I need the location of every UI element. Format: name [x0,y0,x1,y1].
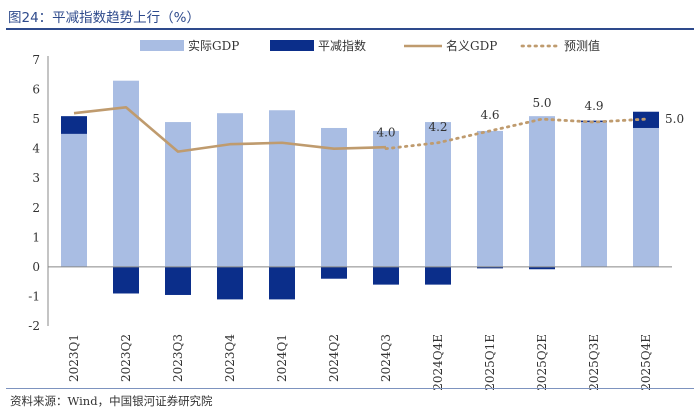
bar-deflator [321,266,347,279]
bar-real-gdp [373,130,399,267]
bar-deflator [165,266,191,295]
x-tick-label: 2024Q3 [379,334,393,382]
bar-real-gdp [581,122,607,267]
legend-swatch [140,40,184,51]
legend-swatch [270,40,314,51]
bar-deflator [425,266,451,285]
x-axis: 2023Q1 2023Q2 2023Q3 2023Q4 2024Q1 2024Q2 2024… [67,334,653,391]
y-tick-label: 3 [32,171,40,185]
legend-label: 预测值 [564,38,600,53]
data-label: 5.0 [665,112,684,126]
bar-deflator [113,266,139,294]
bar-real-gdp [113,80,139,267]
source-divider [6,388,694,389]
x-tick-label: 2023Q3 [171,334,185,382]
y-tick-label: -2 [28,319,40,333]
data-label: 4.0 [376,126,395,140]
y-tick-label: 4 [32,142,40,156]
x-tick-label: 2025Q3E [587,334,601,391]
x-tick-label: 2024Q4E [431,334,445,391]
x-tick-label: 2024Q1 [275,334,289,382]
data-labels: 4.0 4.2 4.6 5.0 4.9 5.0 [376,96,684,140]
bar-real-gdp [321,127,347,267]
y-tick-label: 0 [32,260,40,274]
legend-label: 实际GDP [188,38,239,53]
bar-real-gdp [165,122,191,267]
bar-deflator [373,266,399,285]
x-tick-label: 2023Q4 [223,334,237,382]
line-nominal-gdp [73,105,387,153]
legend: 实际GDP 平减指数 名义GDP 预测值 [140,38,600,53]
x-tick-label: 2025Q1E [483,334,497,391]
bar-deflator [269,266,295,300]
bar-real-gdp [269,110,295,267]
x-tick-label: 2025Q4E [639,334,653,391]
y-tick-label: 7 [32,53,40,67]
y-tick-label: 5 [32,112,40,126]
data-label: 4.6 [480,108,499,122]
x-tick-label: 2024Q2 [327,334,341,382]
series-lines [73,105,648,153]
bar-deflator [581,120,607,123]
series-real-gdp [61,80,659,267]
x-tick-label: 2023Q2 [119,334,133,382]
x-tick-label: 2023Q1 [67,334,81,382]
bar-real-gdp [61,133,87,267]
x-tick-label: 2025Q2E [535,334,549,391]
bar-real-gdp [425,122,451,267]
y-tick-label: 1 [32,230,40,244]
legend-label: 名义GDP [446,38,497,53]
series-deflator [61,111,659,300]
y-tick-label: 2 [32,201,40,215]
line-forecast [384,117,648,151]
bar-deflator [477,266,503,269]
bar-real-gdp [633,127,659,267]
bar-real-gdp [529,116,555,267]
bar-deflator [217,266,243,300]
source-note: 资料来源：Wind，中国银河证券研究院 [10,394,213,408]
bar-deflator [61,116,87,134]
data-label: 4.2 [428,120,447,134]
legend-label: 平减指数 [318,38,366,53]
data-label: 4.9 [584,99,603,113]
title-divider [6,28,694,30]
bar-real-gdp [477,130,503,267]
bar-deflator [633,111,659,128]
data-label: 5.0 [532,96,551,110]
bar-deflator [529,266,555,270]
bar-real-gdp [217,113,243,267]
y-tick-label: 6 [32,83,40,97]
chart-title: 图24：平减指数趋势上行（%） [8,10,201,26]
y-tick-label: -1 [28,289,40,303]
y-axis: -2 -1 0 1 2 3 4 5 6 7 [28,53,49,333]
